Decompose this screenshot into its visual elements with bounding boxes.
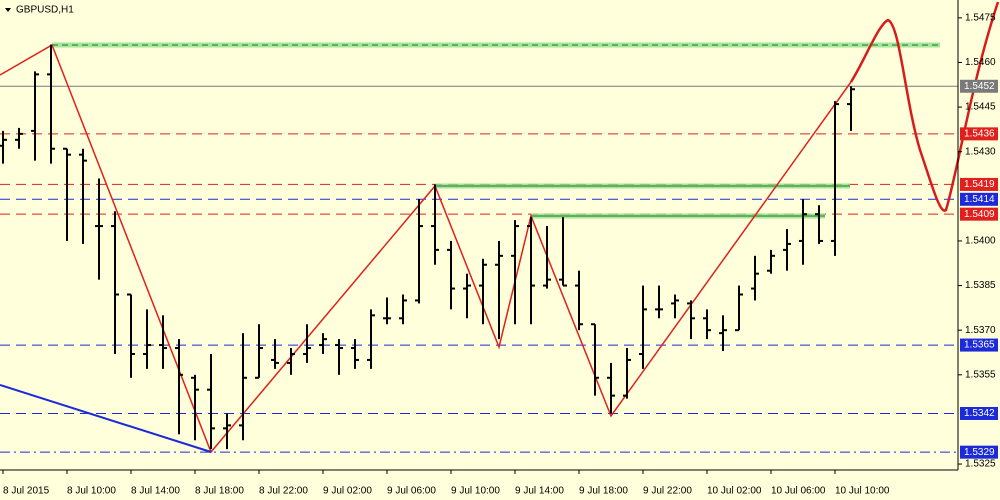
x-tick-label: 10 Jul 06:00 [771,486,826,497]
level-label-box [960,207,998,221]
x-tick-label: 8 Jul 18:00 [195,486,244,497]
y-tick-label: 1.5475 [965,12,996,23]
level-label: 1.5365 [964,340,995,351]
trend-line [0,384,212,453]
level-label-box [960,192,998,206]
y-tick-label: 1.5460 [965,57,996,68]
y-tick-label: 1.5325 [965,459,996,470]
chart-title: GBPUSD,H1 [16,5,74,16]
x-tick-label: 10 Jul 10:00 [835,486,890,497]
axes: 1.5475 1.5460 1.5445 1.5430 1.5400 1.5385 1.53… [2,12,996,497]
x-tick-label: 10 Jul 02:00 [707,486,762,497]
level-label-box [960,127,998,141]
zigzag [0,43,852,454]
levels [0,85,958,453]
level-label-box [960,445,998,459]
menu-arrow[interactable] [5,8,11,12]
x-tick-label: 9 Jul 10:00 [451,486,500,497]
level-label: 1.5414 [964,194,995,205]
level-label-box [960,338,998,352]
x-tick-label: 9 Jul 22:00 [643,486,692,497]
drawings [0,1,1000,454]
level-label: 1.5436 [964,129,995,140]
y-tick-label: 1.5355 [965,369,996,380]
level-label: 1.5419 [964,179,995,190]
y-tick-label: 1.5445 [965,102,996,113]
y-tick-label: 1.5370 [965,325,996,336]
bars [0,44,855,450]
level-label-box [960,79,998,93]
level-label-box [960,177,998,191]
level-label: 1.5329 [964,447,995,458]
level-label-box [960,406,998,420]
x-tick-label: 8 Jul 2015 [3,486,50,497]
x-tick-label: 8 Jul 10:00 [67,486,116,497]
level-label: 1.5452 [964,81,995,92]
x-tick-label: 9 Jul 06:00 [387,486,436,497]
y-tick-label: 1.5430 [965,146,996,157]
x-tick-label: 9 Jul 02:00 [323,486,372,497]
forecast-curve [849,1,1000,212]
x-tick-label: 9 Jul 14:00 [515,486,564,497]
y-tick-label: 1.5400 [965,236,996,247]
x-tick-label: 8 Jul 22:00 [259,486,308,497]
x-tick-label: 8 Jul 14:00 [131,486,180,497]
level-label: 1.5342 [964,408,995,419]
level-label: 1.5409 [964,209,995,220]
y-tick-label: 1.5385 [965,280,996,291]
x-tick-label: 9 Jul 18:00 [579,486,628,497]
